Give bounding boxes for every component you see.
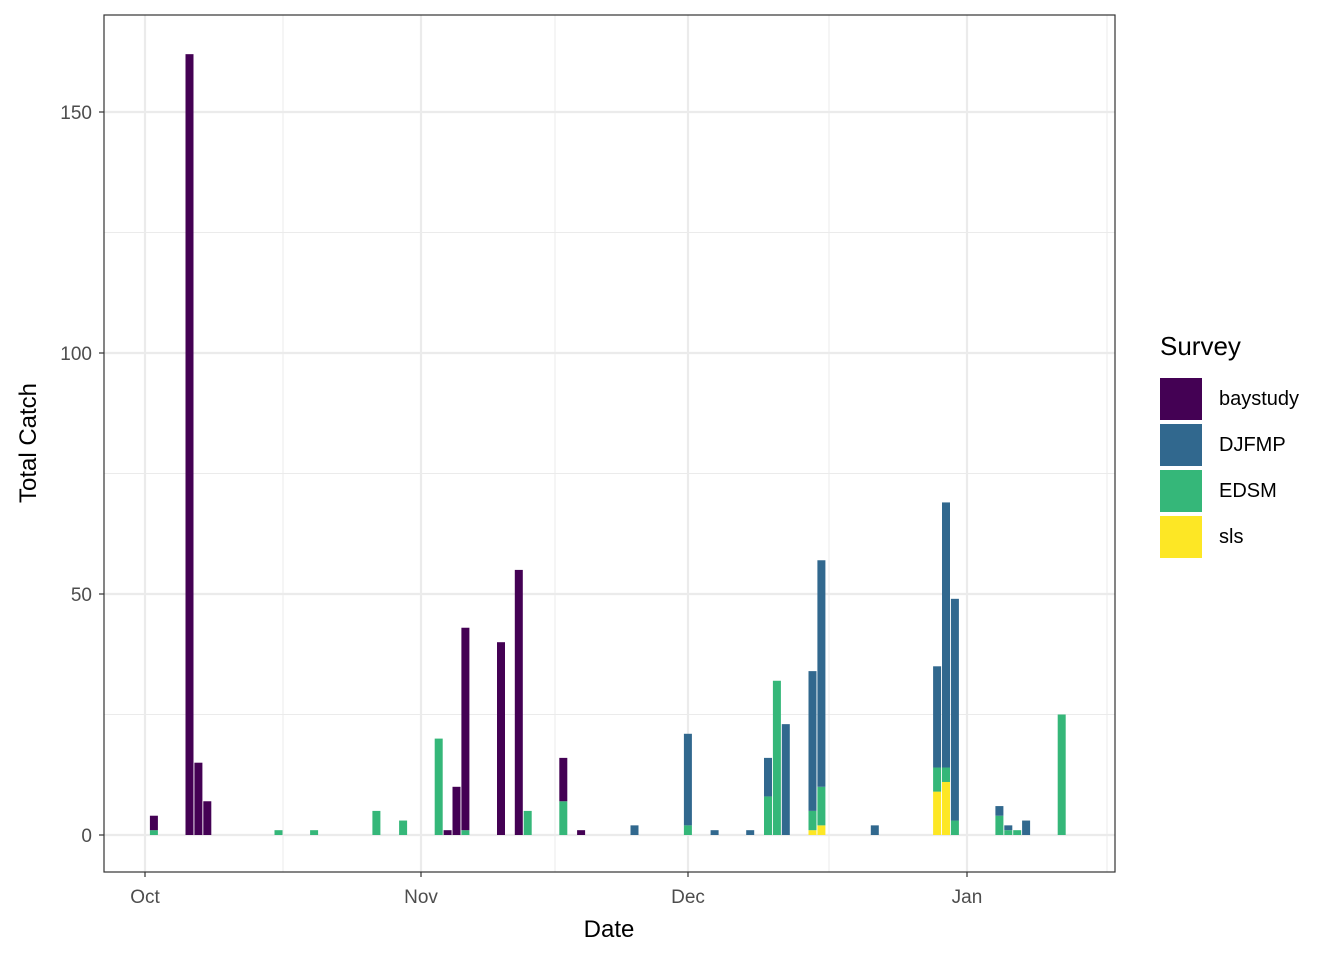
bar-segment-djfmp xyxy=(781,724,790,835)
legend-title: Survey xyxy=(1160,331,1241,361)
bar-segment-baystudy xyxy=(443,830,452,835)
bar-segment-edsm xyxy=(772,680,781,835)
bar-segment-baystudy xyxy=(185,54,194,836)
bar-segment-edsm xyxy=(950,820,959,835)
bar-segment-edsm xyxy=(1013,830,1022,835)
x-axis: Oct Nov Dec Jan xyxy=(130,872,982,908)
bar-segment-edsm xyxy=(461,830,470,835)
y-tick-label: 150 xyxy=(60,103,92,124)
legend-item-sls: sls xyxy=(1160,514,1299,560)
bar-segment-edsm xyxy=(149,830,158,835)
bar-segment-edsm xyxy=(310,830,319,835)
legend-label: baystudy xyxy=(1219,387,1300,410)
bar-segment-baystudy xyxy=(149,815,158,831)
legend: Survey baystudy DJFMP EDSM sls xyxy=(1160,328,1299,560)
bar-segment-edsm xyxy=(933,767,942,792)
bar-segment-djfmp xyxy=(764,757,772,797)
legend-swatch xyxy=(1160,424,1202,466)
bar-segment-djfmp xyxy=(942,502,950,768)
bar-segment-djfmp xyxy=(746,830,755,835)
y-axis: 0 50 100 150 xyxy=(60,103,104,847)
y-axis-title: Total Catch xyxy=(15,383,42,503)
bar-segment-djfmp xyxy=(1022,820,1031,835)
bar-segment-baystudy xyxy=(203,801,212,835)
x-tick-label: Oct xyxy=(130,887,160,908)
bar-segment-djfmp xyxy=(683,733,692,826)
legend-label: sls xyxy=(1219,525,1244,548)
x-tick-label: Dec xyxy=(671,887,705,908)
bar-segment-sls xyxy=(808,830,817,835)
legend-label: EDSM xyxy=(1219,479,1277,502)
bar-segment-djfmp xyxy=(630,825,639,835)
bar-segment-edsm xyxy=(942,767,950,782)
legend-item-djfmp: DJFMP xyxy=(1160,422,1299,468)
bar-segment-edsm xyxy=(274,830,283,835)
y-tick-label: 50 xyxy=(71,585,92,606)
bar-segment-djfmp xyxy=(995,806,1004,816)
bar-segment-djfmp xyxy=(710,830,719,835)
bar-segment-edsm xyxy=(523,810,532,835)
bar-segment-sls xyxy=(817,825,826,835)
bar-segment-baystudy xyxy=(514,569,523,835)
bar-segment-djfmp xyxy=(808,671,817,811)
x-tick-label: Jan xyxy=(952,887,983,908)
bar-segment-baystudy xyxy=(194,762,203,835)
x-axis-title: Date xyxy=(584,916,635,943)
bar-segment-djfmp xyxy=(1004,825,1013,831)
bar-segment-baystudy xyxy=(577,830,586,835)
legend-swatch xyxy=(1160,378,1202,420)
bar-segment-edsm xyxy=(683,825,692,835)
legend-label: DJFMP xyxy=(1219,433,1286,456)
bar-segment-edsm xyxy=(808,810,817,831)
grid-lines xyxy=(104,15,1115,872)
bar-segment-djfmp xyxy=(933,666,942,768)
bar-segment-sls xyxy=(942,781,950,835)
bar-segment-edsm xyxy=(995,815,1004,835)
y-tick-label: 100 xyxy=(60,344,92,365)
bar-segment-baystudy xyxy=(461,627,470,831)
bar-segment-baystudy xyxy=(559,757,568,802)
bar-segment-edsm xyxy=(764,796,772,835)
bar-segment-baystudy xyxy=(497,642,505,835)
bar-segment-djfmp xyxy=(817,560,826,787)
x-tick-label: Nov xyxy=(404,887,438,908)
bar-segment-djfmp xyxy=(870,825,879,835)
y-tick-label: 0 xyxy=(81,826,92,847)
bar-segment-djfmp xyxy=(950,598,959,821)
legend-item-edsm: EDSM xyxy=(1160,468,1299,514)
legend-item-baystudy: baystudy xyxy=(1160,376,1299,422)
bar-segment-edsm xyxy=(1057,714,1066,835)
bar-segment-edsm xyxy=(434,738,443,835)
legend-swatch xyxy=(1160,470,1202,512)
bar-segment-baystudy xyxy=(452,786,461,835)
bar-segment-edsm xyxy=(372,810,381,835)
bars xyxy=(149,54,1066,836)
bar-segment-edsm xyxy=(399,820,408,835)
panel-border xyxy=(103,14,1116,873)
bar-segment-edsm xyxy=(1004,830,1013,835)
bar-segment-edsm xyxy=(817,786,826,826)
bar-segment-edsm xyxy=(559,801,568,835)
legend-swatch xyxy=(1160,516,1202,558)
bar-segment-sls xyxy=(933,791,942,835)
